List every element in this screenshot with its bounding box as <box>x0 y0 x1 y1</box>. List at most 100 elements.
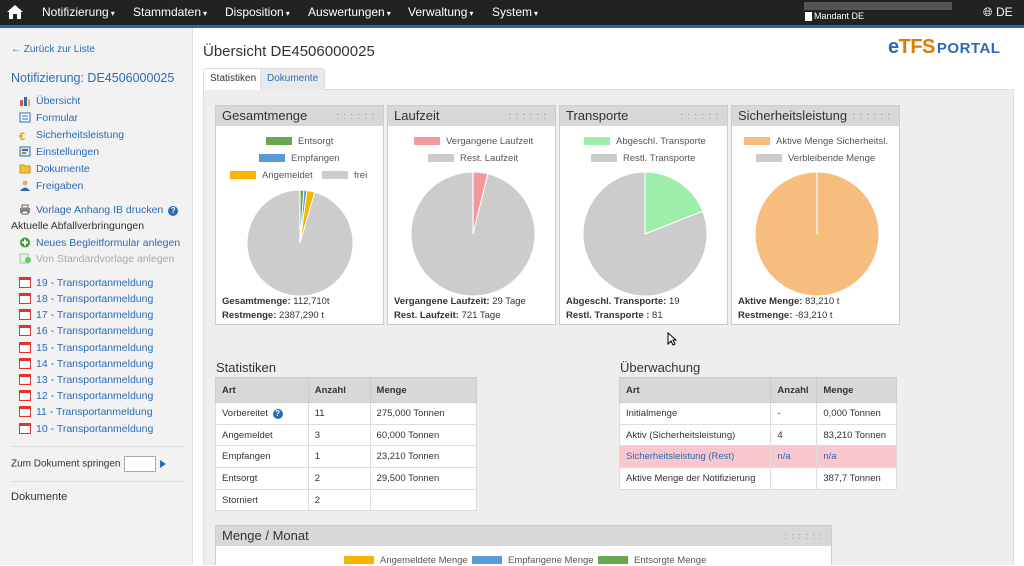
table-cell: 387,7 Tonnen <box>816 467 897 490</box>
panel-header[interactable]: Transporte: : : : : : <box>560 106 727 126</box>
tab-dokumente[interactable]: Dokumente <box>260 68 326 90</box>
tab-statistiken[interactable]: Statistiken <box>203 68 264 91</box>
euro-icon: € <box>19 131 26 143</box>
panel-title: Menge / Monat <box>222 528 309 543</box>
menu-verwaltung[interactable]: Verwaltung ▾ <box>408 5 474 19</box>
menu-notifizierung[interactable]: Notifizierung ▾ <box>42 5 115 19</box>
table-cell: Storniert <box>215 488 309 512</box>
transport-link-10[interactable]: 10 - Transportanmeldung <box>19 423 153 437</box>
drag-handle-icon[interactable]: : : : : : : <box>784 531 823 541</box>
table-cell <box>369 488 478 512</box>
table-cell: 60,000 Tonnen <box>369 423 478 447</box>
table-row: Vorbereitet ? 11 275,000 Tonnen <box>215 402 478 425</box>
sidebar-item-uebersicht[interactable]: Übersicht <box>19 95 80 109</box>
settings-icon <box>19 146 31 157</box>
print-template-link[interactable]: Vorlage Anhang IB drucken ? <box>19 204 179 218</box>
pie-chart-sicherheitsleistung <box>754 171 880 297</box>
legend-item: Restl. Transporte <box>591 153 695 164</box>
table-row: Storniert 2 <box>215 488 478 512</box>
documents-heading[interactable]: Dokumente <box>11 491 68 503</box>
home-icon[interactable] <box>6 4 24 20</box>
drag-handle-icon[interactable]: : : : : : : <box>680 111 719 121</box>
sidebar-item-freigaben[interactable]: Freigaben <box>19 180 83 194</box>
table-cell: Aktive Menge der Notifizierung <box>618 467 772 490</box>
help-icon[interactable]: ? <box>272 408 283 419</box>
accent-line <box>0 25 1024 28</box>
transport-link-15[interactable]: 15 - Transportanmeldung <box>19 342 153 356</box>
legend-swatch <box>259 154 285 162</box>
sidebar-item-dokumente[interactable]: Dokumente <box>19 163 90 177</box>
stat-line: Restmenge: -83,210 t <box>738 310 833 321</box>
legend-item: Aktive Menge Sicherheitsl. <box>744 136 888 147</box>
transport-link-16[interactable]: 16 - Transportanmeldung <box>19 325 153 339</box>
column-header: Menge <box>816 377 897 403</box>
drag-handle-icon[interactable]: : : : : : : <box>336 111 375 121</box>
jump-input[interactable] <box>123 456 156 472</box>
back-to-list-link[interactable]: ← Zurück zur Liste <box>11 44 95 55</box>
calendar-icon <box>19 390 31 401</box>
menu-auswertungen[interactable]: Auswertungen ▾ <box>308 5 391 19</box>
panel-title: Laufzeit <box>394 108 440 123</box>
panel-header[interactable]: Menge / Monat : : : : : : <box>216 526 831 546</box>
sidebar-item-formular[interactable]: Formular <box>19 112 78 126</box>
mandant-selector[interactable]: Mandant DE <box>804 0 954 25</box>
legend-swatch <box>591 154 617 162</box>
legend-item: Rest. Laufzeit <box>428 153 518 164</box>
transport-link-14[interactable]: 14 - Transportanmeldung <box>19 358 153 372</box>
new-form-link[interactable]: Neues Begleitformular anlegen <box>19 237 180 251</box>
table-cell: n/a <box>816 445 897 469</box>
sidebar: ← Zurück zur Liste Notifizierung: DE4506… <box>0 28 193 565</box>
pie-chart-laufzeit <box>410 171 536 297</box>
sidebar-item-sicherheitsleistung[interactable]: € Sicherheitsleistung <box>19 129 125 143</box>
sidebar-title: Notifizierung: DE4506000025 <box>11 71 175 85</box>
legend-item: Entsorgte Menge <box>598 555 706 566</box>
jump-to-document: Zum Dokument springen <box>11 456 166 472</box>
table-cell: Vorbereitet ? <box>215 402 309 425</box>
menu-system[interactable]: System ▾ <box>492 5 539 19</box>
table-cell: 1 <box>307 445 371 469</box>
stat-line: Abgeschl. Transporte: 19 <box>566 296 680 307</box>
table-cell: 4 <box>770 423 818 447</box>
panel-header[interactable]: Sicherheitsleistung: : : : : : <box>732 106 899 126</box>
stat-line: Restl. Transporte : 81 <box>566 310 663 321</box>
transport-link-17[interactable]: 17 - Transportanmeldung <box>19 309 153 323</box>
column-header: Anzahl <box>770 377 818 403</box>
pie-slice-abgeschl-transporte[interactable] <box>644 171 704 235</box>
menu-stammdaten[interactable]: Stammdaten ▾ <box>133 5 208 19</box>
etfs-portal-logo: eTFS PORTAL <box>888 36 1001 58</box>
transport-link-18[interactable]: 18 - Transportanmeldung <box>19 293 153 307</box>
pie-chart-gesamtmenge <box>246 189 354 297</box>
panel-title: Gesamtmenge <box>222 108 308 123</box>
go-arrow-icon[interactable] <box>159 460 166 468</box>
table-cell: 23,210 Tonnen <box>369 445 478 469</box>
table-cell: n/a <box>770 445 818 469</box>
building-icon <box>805 12 812 21</box>
column-header: Anzahl <box>307 377 371 403</box>
legend-swatch <box>584 137 610 145</box>
legend-swatch <box>598 556 628 564</box>
menu-disposition[interactable]: Disposition ▾ <box>225 5 290 19</box>
legend-item: Verbleibende Menge <box>756 153 875 164</box>
calendar-icon <box>19 374 31 385</box>
panel-header[interactable]: Gesamtmenge : : : : : : <box>216 106 383 126</box>
legend-item: Empfangene Menge <box>472 555 594 566</box>
panel-header[interactable]: Laufzeit : : : : : : <box>388 106 555 126</box>
language-selector[interactable]: 🌐︎ DE <box>983 5 1013 19</box>
legend-swatch <box>428 154 454 162</box>
drag-handle-icon[interactable]: : : : : : : <box>852 111 891 121</box>
transport-link-12[interactable]: 12 - Transportanmeldung <box>19 390 153 404</box>
calendar-icon <box>19 342 31 353</box>
transport-link-19[interactable]: 19 - Transportanmeldung <box>19 277 153 291</box>
table-cell: Aktiv (Sicherheitsleistung) <box>618 423 772 447</box>
table-cell[interactable]: Sicherheitsleistung (Rest) <box>618 445 772 469</box>
transport-link-13[interactable]: 13 - Transportanmeldung <box>19 374 153 388</box>
table-row: Empfangen 1 23,210 Tonnen <box>215 445 478 469</box>
transport-link-11[interactable]: 11 - Transportanmeldung <box>19 406 153 420</box>
calendar-icon <box>19 325 31 336</box>
sidebar-item-einstellungen[interactable]: Einstellungen <box>19 146 99 160</box>
statistiken-heading: Statistiken <box>216 360 276 375</box>
drag-handle-icon[interactable]: : : : : : : <box>508 111 547 121</box>
table-cell: Entsorgt <box>215 467 309 490</box>
help-icon[interactable]: ? <box>168 206 179 216</box>
legend-swatch <box>230 171 256 179</box>
